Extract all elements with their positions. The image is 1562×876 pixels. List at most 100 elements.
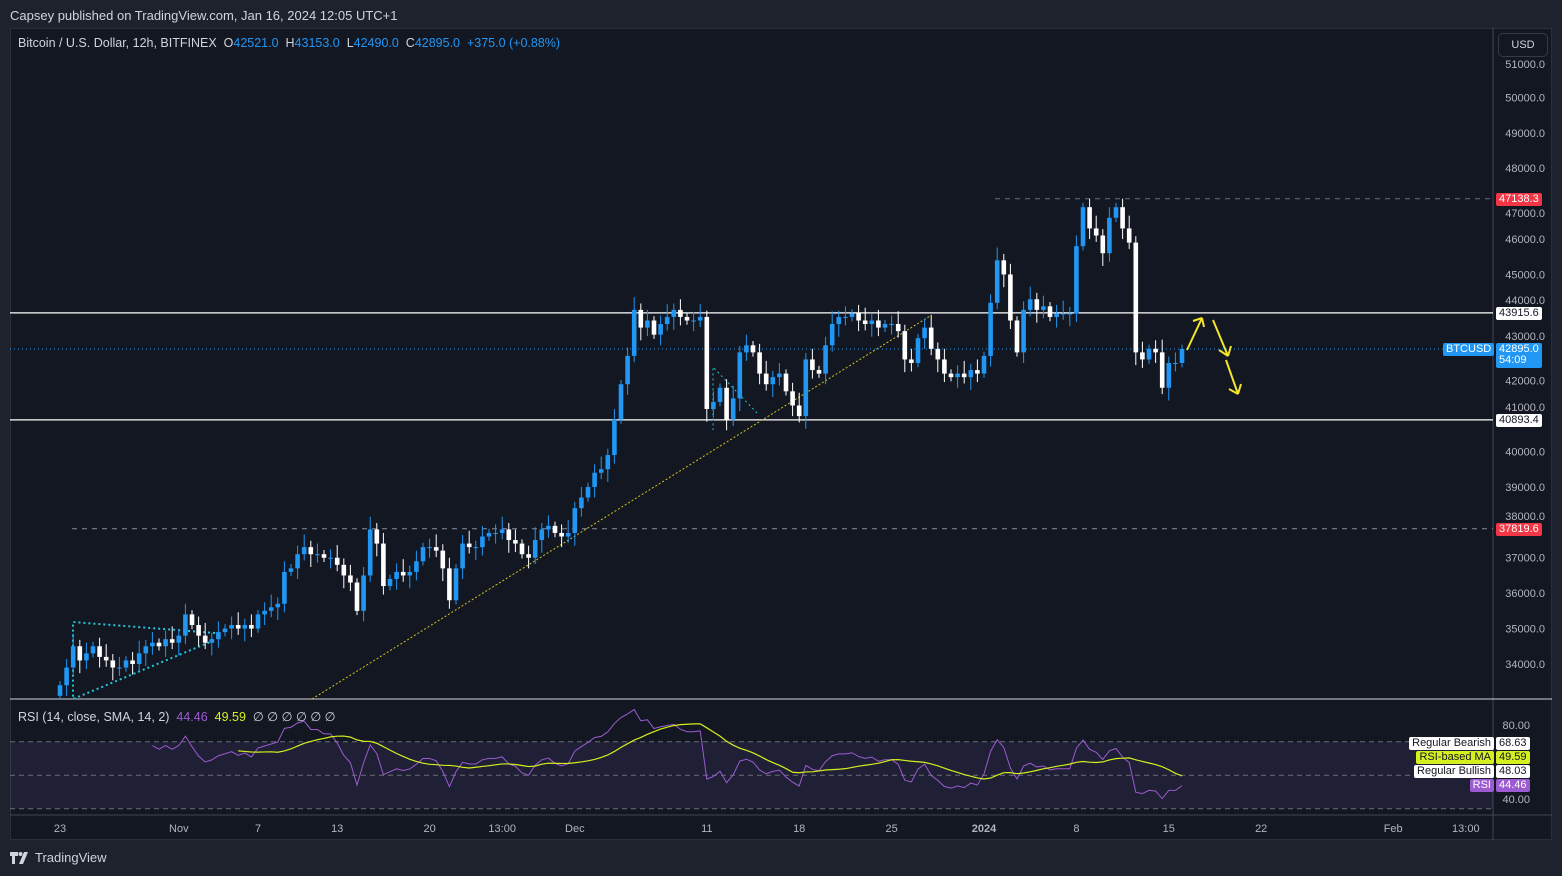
candle-body (123, 660, 129, 668)
candle-body (57, 685, 63, 696)
candle-body (255, 614, 261, 629)
candle-body (994, 260, 1000, 303)
low-value: 42490.0 (353, 36, 399, 50)
candle-body (645, 320, 650, 328)
price-tick: 48000.0 (1505, 163, 1545, 175)
candle-body (823, 345, 828, 374)
candle-body (433, 547, 439, 551)
candle-body (1060, 313, 1066, 315)
rsi-label: RSI (1469, 779, 1494, 792)
time-tick: Feb (1384, 823, 1403, 835)
candle-body (816, 370, 822, 374)
currency-button[interactable]: USD (1498, 33, 1548, 57)
candle-body (90, 646, 96, 654)
high-label: H (285, 36, 295, 50)
rsi-ma-line (238, 723, 1183, 780)
candle-body (829, 324, 835, 346)
rsi-label-column: Regular Bearish RSI-based MA Regular Bul… (1409, 737, 1494, 792)
publish-info: Capsey published on TradingView.com, Jan… (10, 8, 398, 23)
candle-body (981, 355, 987, 374)
candle-body (684, 316, 690, 321)
candle-body (1107, 217, 1112, 254)
candle-body (618, 384, 624, 420)
arrow-up-annotation (1186, 317, 1205, 351)
candle-body (724, 387, 729, 420)
bar-countdown: 54:09 (1499, 354, 1527, 366)
candle-body (70, 646, 76, 668)
candle-body (1047, 306, 1053, 317)
price-tag-43915: 43915.6 (1496, 307, 1542, 320)
rsi-legend: RSI (14, close, SMA, 14, 2) 44.46 49.59 … (18, 709, 336, 724)
candle-body (460, 543, 465, 569)
price-tag-37819: 37819.6 (1496, 523, 1542, 536)
candle-body (539, 529, 545, 541)
candle-body (394, 571, 399, 579)
candle-body (783, 373, 789, 392)
price-tick: 39000.0 (1505, 482, 1545, 494)
time-tick: 15 (1163, 823, 1175, 835)
price-tag-40893: 40893.4 (1496, 414, 1542, 427)
time-tick: 13 (331, 823, 343, 835)
candle-body (697, 316, 703, 321)
candle-body (440, 550, 446, 569)
candle-body (1173, 362, 1178, 364)
candle-body (387, 578, 393, 587)
candle-body (843, 316, 848, 318)
time-tick: 13:00 (488, 823, 516, 835)
rsi-value-regular-bearish: 68.63 (1496, 737, 1530, 750)
triangle-pattern (72, 620, 216, 701)
candle-body (427, 547, 432, 549)
candle-body (103, 656, 109, 661)
tradingview-logo[interactable]: TradingView (10, 850, 107, 865)
candle-body (268, 607, 274, 611)
close-label: C (405, 36, 415, 50)
chart-frame[interactable] (10, 28, 1552, 840)
rsi-value-column: 68.63 49.59 48.03 44.46 (1496, 737, 1530, 792)
rsi-label-ma: RSI-based MA (1416, 751, 1494, 764)
candle-body (328, 557, 333, 559)
candle-body (612, 419, 617, 456)
candle-body (1166, 362, 1172, 388)
price-tick: 41000.0 (1505, 402, 1545, 414)
candle-body (664, 316, 670, 325)
candle-body (1100, 235, 1106, 254)
candle-body (737, 352, 743, 399)
candle-body (1140, 352, 1145, 360)
candle-body (572, 508, 578, 533)
rsi-line (152, 708, 1183, 800)
candle-body (922, 327, 927, 339)
price-tick: 45000.0 (1505, 269, 1545, 281)
candle-body (216, 632, 221, 640)
candle-body (744, 345, 749, 353)
candle-body (288, 568, 294, 572)
candle-body (1120, 207, 1125, 229)
rsi-value-regular-bullish: 48.03 (1496, 765, 1530, 778)
candle-body (961, 373, 967, 378)
candle-body (1153, 348, 1158, 353)
price-tick: 47000.0 (1505, 208, 1545, 220)
candle-body (526, 554, 531, 558)
candle-body (196, 625, 201, 636)
tradingview-logo-icon (10, 851, 28, 864)
symbol-tag: BTCUSD (1443, 343, 1495, 356)
candle-body (348, 575, 353, 583)
rsi-extras: ∅ ∅ ∅ ∅ ∅ ∅ (252, 710, 336, 724)
candle-body (466, 543, 472, 548)
candle-body (414, 561, 419, 572)
candle-body (889, 324, 894, 326)
candle-body (757, 352, 762, 374)
candle-body (209, 639, 215, 643)
candle-body (480, 536, 485, 548)
candle-body (341, 564, 347, 576)
rsi-tick: 40.00 (1502, 794, 1530, 806)
candle-body (598, 469, 604, 473)
rsi-value-ma: 49.59 (1496, 751, 1530, 764)
time-tick: 22 (1255, 823, 1267, 835)
price-tick: 37000.0 (1505, 553, 1545, 565)
candle-body (638, 309, 644, 328)
price-tick: 42000.0 (1505, 376, 1545, 388)
candle-body (381, 543, 386, 587)
candle-body (1087, 207, 1092, 229)
rsi-title: RSI (14, close, SMA, 14, 2) (18, 710, 170, 724)
